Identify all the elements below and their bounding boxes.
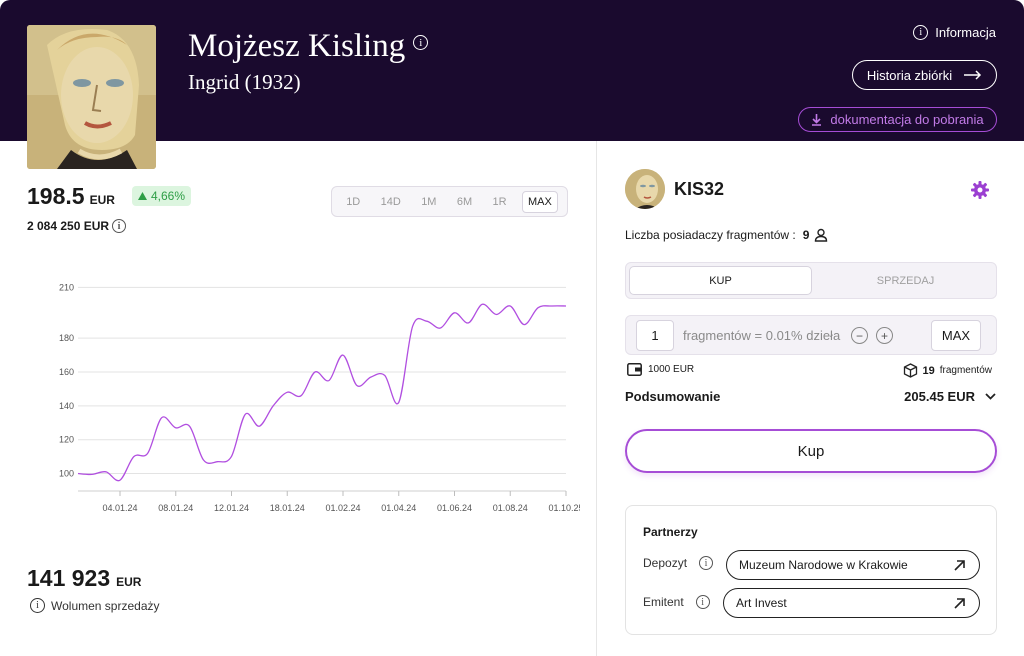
decrement-button[interactable]: − (851, 327, 868, 344)
price-value: 198.5 (27, 183, 85, 209)
emitent-row: Emitent i (643, 595, 710, 609)
volume-label-row: i Wolumen sprzedaży (30, 598, 160, 613)
y-tick-label: 180 (59, 333, 74, 343)
current-price: 198.5 EUR (27, 183, 115, 210)
total-value-text: 2 084 250 EUR (27, 219, 110, 233)
tab-sell[interactable]: SPRZEDAJ (876, 274, 935, 287)
emitent-info-icon[interactable]: i (695, 595, 710, 609)
x-tick-label: 04.01.24 (102, 503, 137, 513)
range-14d[interactable]: 14D (380, 195, 401, 208)
volume-value: 141 923 (27, 565, 111, 591)
holders-row: Liczba posiadaczy fragmentów : 9 (625, 228, 828, 242)
emitent-link[interactable]: Art Invest (723, 588, 980, 618)
wallet-amount: 1000 EUR (648, 364, 695, 375)
x-tick-label: 01.06.24 (437, 503, 472, 513)
artist-info-icon[interactable]: i (413, 35, 429, 50)
y-tick-label: 100 (59, 469, 74, 479)
history-label: Historia zbiórki (866, 67, 953, 83)
quantity-input[interactable]: 1 (636, 320, 674, 351)
fragments-label: fragmentów (939, 365, 992, 376)
tab-buy[interactable]: KUP (629, 266, 812, 295)
y-tick-label: 140 (59, 401, 74, 411)
asset-code: KIS32 (674, 179, 725, 199)
quantity-description: fragmentów = 0.01% dzieła (683, 328, 841, 343)
x-tick-label: 18.01.24 (270, 503, 305, 513)
summary-label: Podsumowanie (625, 389, 721, 404)
artwork-avatar (625, 169, 665, 209)
artwork-title: Ingrid (1932) (188, 70, 301, 94)
arrow-up-right-icon (954, 559, 965, 571)
download-docs-label: dokumentacja do pobrania (830, 112, 984, 127)
artist-name-text: Mojżesz Kisling (188, 28, 406, 64)
summary-toggle[interactable]: 205.45 EUR (904, 389, 996, 404)
price-currency: EUR (89, 193, 115, 207)
time-range-selector: 1D 14D 1M 6M 1R MAX (331, 186, 568, 217)
price-chart: 100 120 140 160 180 210 04.01.24 08.01.24 12.01.… (59, 282, 580, 513)
volume-label: Wolumen sprzedaży (51, 598, 160, 613)
buy-sell-toggle: KUP SPRZEDAJ (625, 262, 997, 299)
user-icon (815, 228, 828, 242)
x-tick-label: 01.08.24 (493, 503, 528, 513)
increment-button[interactable]: + (876, 327, 893, 344)
depozyt-link[interactable]: Muzeum Narodowe w Krakowie (726, 550, 980, 580)
wallet-icon (627, 363, 642, 376)
column-divider (596, 141, 597, 656)
download-icon (812, 113, 822, 126)
range-6m[interactable]: 6M (456, 195, 473, 208)
download-docs-button[interactable]: dokumentacja do pobrania (798, 107, 997, 132)
x-tick-label: 01.04.24 (381, 503, 416, 513)
fragments-available: 19 fragmentów (903, 363, 992, 378)
info-label: Informacja (935, 25, 996, 40)
arrow-right-icon (964, 70, 982, 80)
y-tick-label: 160 (59, 367, 74, 377)
x-tick-label: 08.01.24 (158, 503, 193, 513)
triangle-up-icon (138, 192, 147, 200)
volume-info-icon[interactable]: i (30, 598, 45, 613)
summary-value: 205.45 EUR (904, 389, 975, 404)
fragments-count: 19 (922, 364, 935, 377)
price-change-value: 4,66% (151, 189, 186, 203)
y-tick-label: 120 (59, 435, 74, 445)
range-1d[interactable]: 1D (346, 195, 361, 208)
partners-panel: Partnerzy Depozyt i Muzeum Narodowe w Kr… (625, 505, 997, 635)
x-tick-label: 01.10.25 (548, 503, 580, 513)
partners-title: Partnerzy (643, 525, 698, 539)
holders-label: Liczba posiadaczy fragmentów : (625, 228, 796, 242)
sales-volume: 141 923 EUR (27, 565, 141, 592)
settings-gear-icon[interactable] (970, 180, 990, 200)
y-tick-label: 210 (59, 282, 74, 292)
emitent-value: Art Invest (736, 596, 787, 610)
wallet-balance: 1000 EUR (627, 363, 694, 376)
x-tick-label: 01.02.24 (325, 503, 360, 513)
range-1m[interactable]: 1M (421, 195, 437, 208)
x-tick-label: 12.01.24 (214, 503, 249, 513)
volume-currency: EUR (116, 575, 142, 589)
depozyt-row: Depozyt i (643, 556, 714, 570)
max-quantity-button[interactable]: MAX (931, 320, 981, 351)
buy-button[interactable]: Kup (625, 429, 997, 473)
range-max[interactable]: MAX (521, 190, 558, 213)
depozyt-info-icon[interactable]: i (699, 556, 714, 570)
total-info-icon[interactable]: i (112, 219, 127, 233)
header-banner: Mojżesz Kisling i Ingrid (1932) i Inform… (0, 0, 1024, 141)
price-change-badge: 4,66% (132, 186, 192, 206)
holders-count: 9 (802, 228, 810, 242)
total-value: 2 084 250 EUR i (27, 219, 127, 233)
range-1r[interactable]: 1R (492, 195, 507, 208)
depozyt-value: Muzeum Narodowe w Krakowie (739, 558, 908, 572)
history-button[interactable]: Historia zbiórki (852, 60, 997, 90)
arrow-up-right-icon (954, 597, 965, 609)
emitent-label: Emitent (643, 595, 684, 609)
artwork-image (27, 25, 156, 169)
price-series-line (77, 303, 567, 482)
cube-icon (903, 363, 917, 378)
chevron-down-icon (985, 393, 996, 400)
artist-name: Mojżesz Kisling i (188, 28, 429, 65)
info-link[interactable]: i Informacja (913, 25, 996, 40)
quantity-panel: 1 fragmentów = 0.01% dzieła − + MAX (625, 315, 997, 355)
info-icon: i (913, 25, 929, 40)
depozyt-label: Depozyt (643, 556, 688, 570)
